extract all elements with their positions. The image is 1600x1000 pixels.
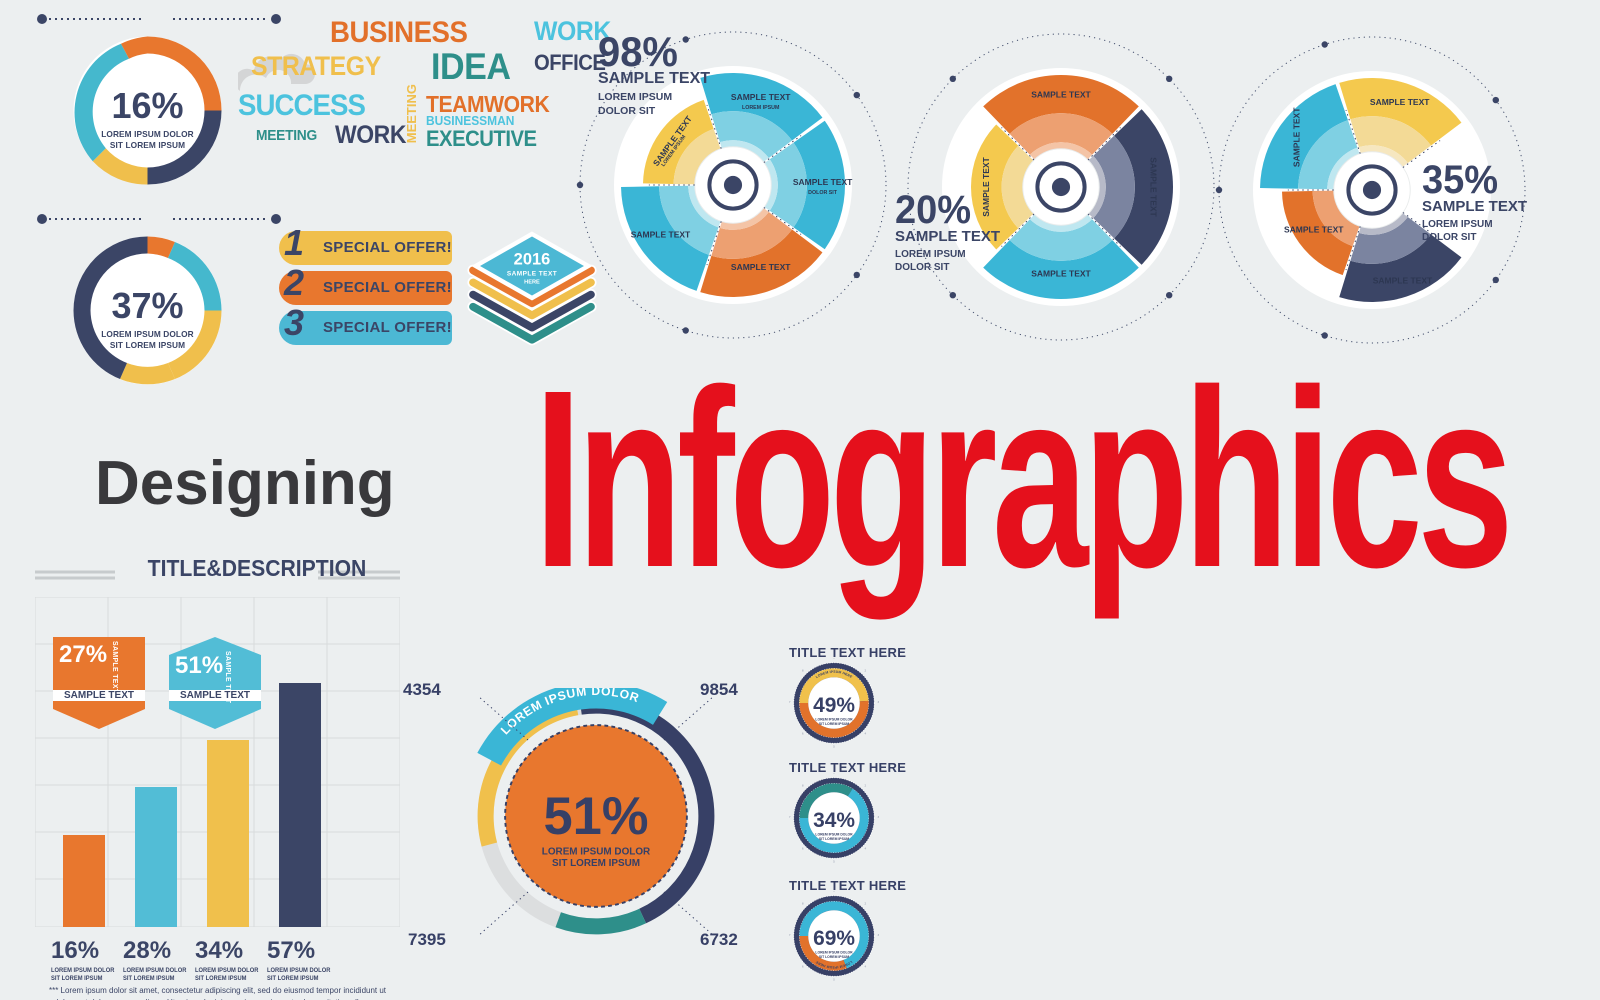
svg-text:3: 3 <box>877 933 879 937</box>
svg-text:SAMPLE TEXT: SAMPLE TEXT <box>1284 224 1344 234</box>
svg-text:1: 1 <box>833 891 835 893</box>
svg-text:HERE: HERE <box>524 279 540 285</box>
svg-text:2: 2 <box>864 902 866 906</box>
svg-text:5: 5 <box>833 977 835 981</box>
svg-text:4: 4 <box>864 731 866 735</box>
svg-text:SAMPLE TEXT: SAMPLE TEXT <box>1149 157 1159 217</box>
svg-text:7: 7 <box>789 815 791 819</box>
svg-text:SAMPLE TEXT: SAMPLE TEXT <box>1370 97 1430 107</box>
svg-text:6: 6 <box>802 846 804 850</box>
svg-text:LOREM IPSUM DOLOR: LOREM IPSUM DOLOR <box>101 329 194 339</box>
svg-text:SIT LOREM IPSUM: SIT LOREM IPSUM <box>819 955 849 959</box>
svg-text:LOREM IPSUM DOLOR: LOREM IPSUM DOLOR <box>101 129 194 139</box>
svg-text:SIT LOREM IPSUM: SIT LOREM IPSUM <box>819 722 849 726</box>
svg-text:LOREM IPSUM DOLOR: LOREM IPSUM DOLOR <box>815 718 853 722</box>
svg-text:2016: 2016 <box>514 250 551 268</box>
svg-text:LOREM IPSUM DOLOR: LOREM IPSUM DOLOR <box>815 833 853 837</box>
svg-text:1: 1 <box>833 658 835 660</box>
svg-text:34%: 34% <box>813 809 855 832</box>
svg-text:SAMPLE TEXT: SAMPLE TEXT <box>1292 107 1302 167</box>
svg-text:DOLOR SIT: DOLOR SIT <box>808 190 838 196</box>
svg-text:SIT LOREM IPSUM: SIT LOREM IPSUM <box>819 837 849 841</box>
svg-text:SAMPLE TEXT: SAMPLE TEXT <box>1373 276 1433 286</box>
svg-text:8: 8 <box>802 902 804 906</box>
svg-text:69%: 69% <box>813 927 855 950</box>
svg-text:SIT LOREM IPSUM: SIT LOREM IPSUM <box>110 340 185 350</box>
svg-text:4: 4 <box>864 846 866 850</box>
svg-text:1: 1 <box>833 773 835 775</box>
svg-text:SIT LOREM IPSUM: SIT LOREM IPSUM <box>110 140 185 150</box>
svg-text:3: 3 <box>877 700 879 704</box>
svg-text:SAMPLE TEXT: SAMPLE TEXT <box>793 177 853 187</box>
svg-text:7: 7 <box>789 933 791 937</box>
svg-text:6: 6 <box>802 731 804 735</box>
svg-text:SAMPLE TEXT: SAMPLE TEXT <box>1031 89 1091 99</box>
svg-text:7: 7 <box>789 700 791 704</box>
svg-text:LOREM IPSUM DOLOR: LOREM IPSUM DOLOR <box>815 951 853 955</box>
svg-text:16%: 16% <box>111 85 183 126</box>
svg-text:37%: 37% <box>111 285 183 326</box>
svg-text:8: 8 <box>802 784 804 788</box>
svg-text:2: 2 <box>864 784 866 788</box>
svg-text:3: 3 <box>877 815 879 819</box>
svg-text:5: 5 <box>833 744 835 748</box>
svg-text:SAMPLE TEXT: SAMPLE TEXT <box>731 262 791 272</box>
svg-text:2: 2 <box>864 669 866 673</box>
svg-text:SAMPLE TEXT: SAMPLE TEXT <box>507 271 557 278</box>
svg-text:49%: 49% <box>813 694 855 717</box>
svg-text:4: 4 <box>864 964 866 968</box>
svg-text:5: 5 <box>833 859 835 863</box>
svg-text:SAMPLE TEXT: SAMPLE TEXT <box>631 230 691 240</box>
svg-text:8: 8 <box>802 669 804 673</box>
svg-text:6: 6 <box>802 964 804 968</box>
